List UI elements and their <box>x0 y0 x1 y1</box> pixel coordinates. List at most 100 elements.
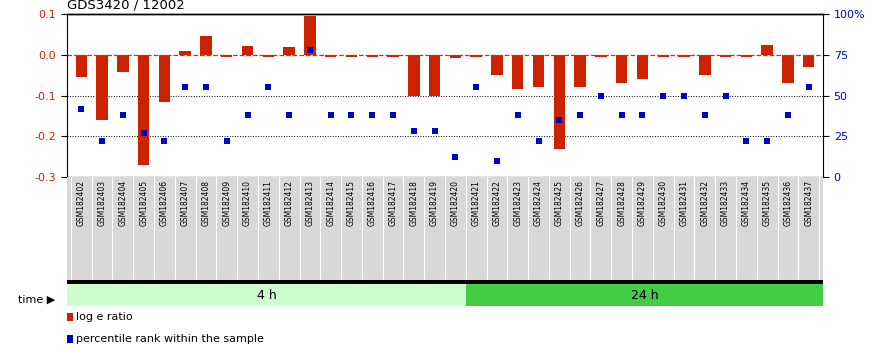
Bar <box>96 55 108 120</box>
Point <box>266 24 280 29</box>
Bar <box>636 55 648 79</box>
Text: 24 h: 24 h <box>631 289 659 302</box>
Text: GSM182414: GSM182414 <box>327 180 336 226</box>
Bar <box>221 55 232 57</box>
Point <box>344 112 359 118</box>
Bar <box>67 280 823 284</box>
Bar <box>76 55 87 77</box>
Text: GSM182432: GSM182432 <box>700 180 709 226</box>
Bar <box>200 36 212 55</box>
Point <box>178 85 192 90</box>
Bar <box>762 45 773 55</box>
Text: 4 h: 4 h <box>256 289 276 302</box>
Text: percentile rank within the sample: percentile rank within the sample <box>77 335 264 344</box>
Text: GSM182437: GSM182437 <box>805 180 813 226</box>
Text: GSM182430: GSM182430 <box>659 180 668 226</box>
Text: GSM182402: GSM182402 <box>77 180 85 226</box>
Point <box>407 129 421 134</box>
Text: GSM182408: GSM182408 <box>201 180 211 226</box>
Point <box>324 112 338 118</box>
Point <box>95 138 109 144</box>
Point <box>698 112 712 118</box>
Bar <box>782 55 794 84</box>
Point <box>74 106 88 112</box>
Text: GSM182435: GSM182435 <box>763 180 772 226</box>
Bar <box>283 47 295 55</box>
Bar <box>533 55 545 87</box>
Bar <box>720 55 732 57</box>
Text: GSM182406: GSM182406 <box>160 180 169 226</box>
Text: GSM182422: GSM182422 <box>492 180 501 226</box>
Point <box>718 93 732 98</box>
Text: GSM182427: GSM182427 <box>596 180 605 226</box>
Point <box>740 138 754 144</box>
Text: GSM182404: GSM182404 <box>118 180 127 226</box>
Text: GSM182411: GSM182411 <box>263 180 273 226</box>
Point <box>469 85 483 90</box>
Point <box>781 112 795 118</box>
Text: GSM182423: GSM182423 <box>514 180 522 226</box>
Point <box>198 85 213 90</box>
Text: GSM182424: GSM182424 <box>534 180 543 226</box>
Bar <box>658 55 669 57</box>
Text: GSM182409: GSM182409 <box>222 180 231 226</box>
Text: GSM182436: GSM182436 <box>783 180 792 226</box>
Bar <box>158 55 170 102</box>
Bar <box>471 55 481 57</box>
Text: GSM182417: GSM182417 <box>389 180 398 226</box>
Point <box>282 112 296 118</box>
Bar <box>263 55 274 57</box>
Bar <box>117 55 128 72</box>
Point <box>240 112 255 118</box>
Bar <box>409 55 419 96</box>
Text: GSM182407: GSM182407 <box>181 180 190 226</box>
Point <box>511 112 525 118</box>
Text: GSM182433: GSM182433 <box>721 180 730 226</box>
Text: GSM182405: GSM182405 <box>139 180 148 226</box>
Point <box>386 112 400 118</box>
Point <box>365 112 379 118</box>
Bar <box>138 55 150 165</box>
Text: log e ratio: log e ratio <box>77 312 133 322</box>
Bar <box>803 55 814 67</box>
Point <box>449 155 463 160</box>
Bar <box>67 284 466 306</box>
Bar <box>491 55 503 75</box>
Bar <box>554 55 565 149</box>
Bar <box>595 55 607 57</box>
Point <box>552 117 566 123</box>
Text: GSM182419: GSM182419 <box>430 180 439 226</box>
Point <box>262 85 276 90</box>
Point <box>136 130 150 136</box>
Bar <box>512 55 523 90</box>
Point <box>677 93 692 98</box>
Point <box>490 158 504 164</box>
Bar <box>678 55 690 57</box>
Text: GSM182421: GSM182421 <box>472 180 481 226</box>
Bar <box>304 16 316 55</box>
Point <box>116 112 130 118</box>
Bar <box>699 55 710 75</box>
Point <box>427 129 441 134</box>
Point <box>573 112 587 118</box>
Point <box>266 225 280 230</box>
Bar <box>180 51 191 55</box>
Text: time ▶: time ▶ <box>18 295 55 304</box>
Bar <box>325 55 336 57</box>
Point <box>802 85 816 90</box>
Point <box>220 138 234 144</box>
Point <box>303 47 317 53</box>
Text: GSM182428: GSM182428 <box>617 180 627 226</box>
Bar <box>449 55 461 58</box>
Text: GSM182418: GSM182418 <box>409 180 418 226</box>
Point <box>635 112 650 118</box>
Bar <box>345 55 357 57</box>
Text: GSM182415: GSM182415 <box>347 180 356 226</box>
Text: GSM182431: GSM182431 <box>679 180 689 226</box>
Point <box>656 93 670 98</box>
Point <box>614 112 628 118</box>
Text: GSM182410: GSM182410 <box>243 180 252 226</box>
Text: GSM182412: GSM182412 <box>285 180 294 226</box>
Bar <box>367 55 378 57</box>
Bar <box>740 55 752 57</box>
